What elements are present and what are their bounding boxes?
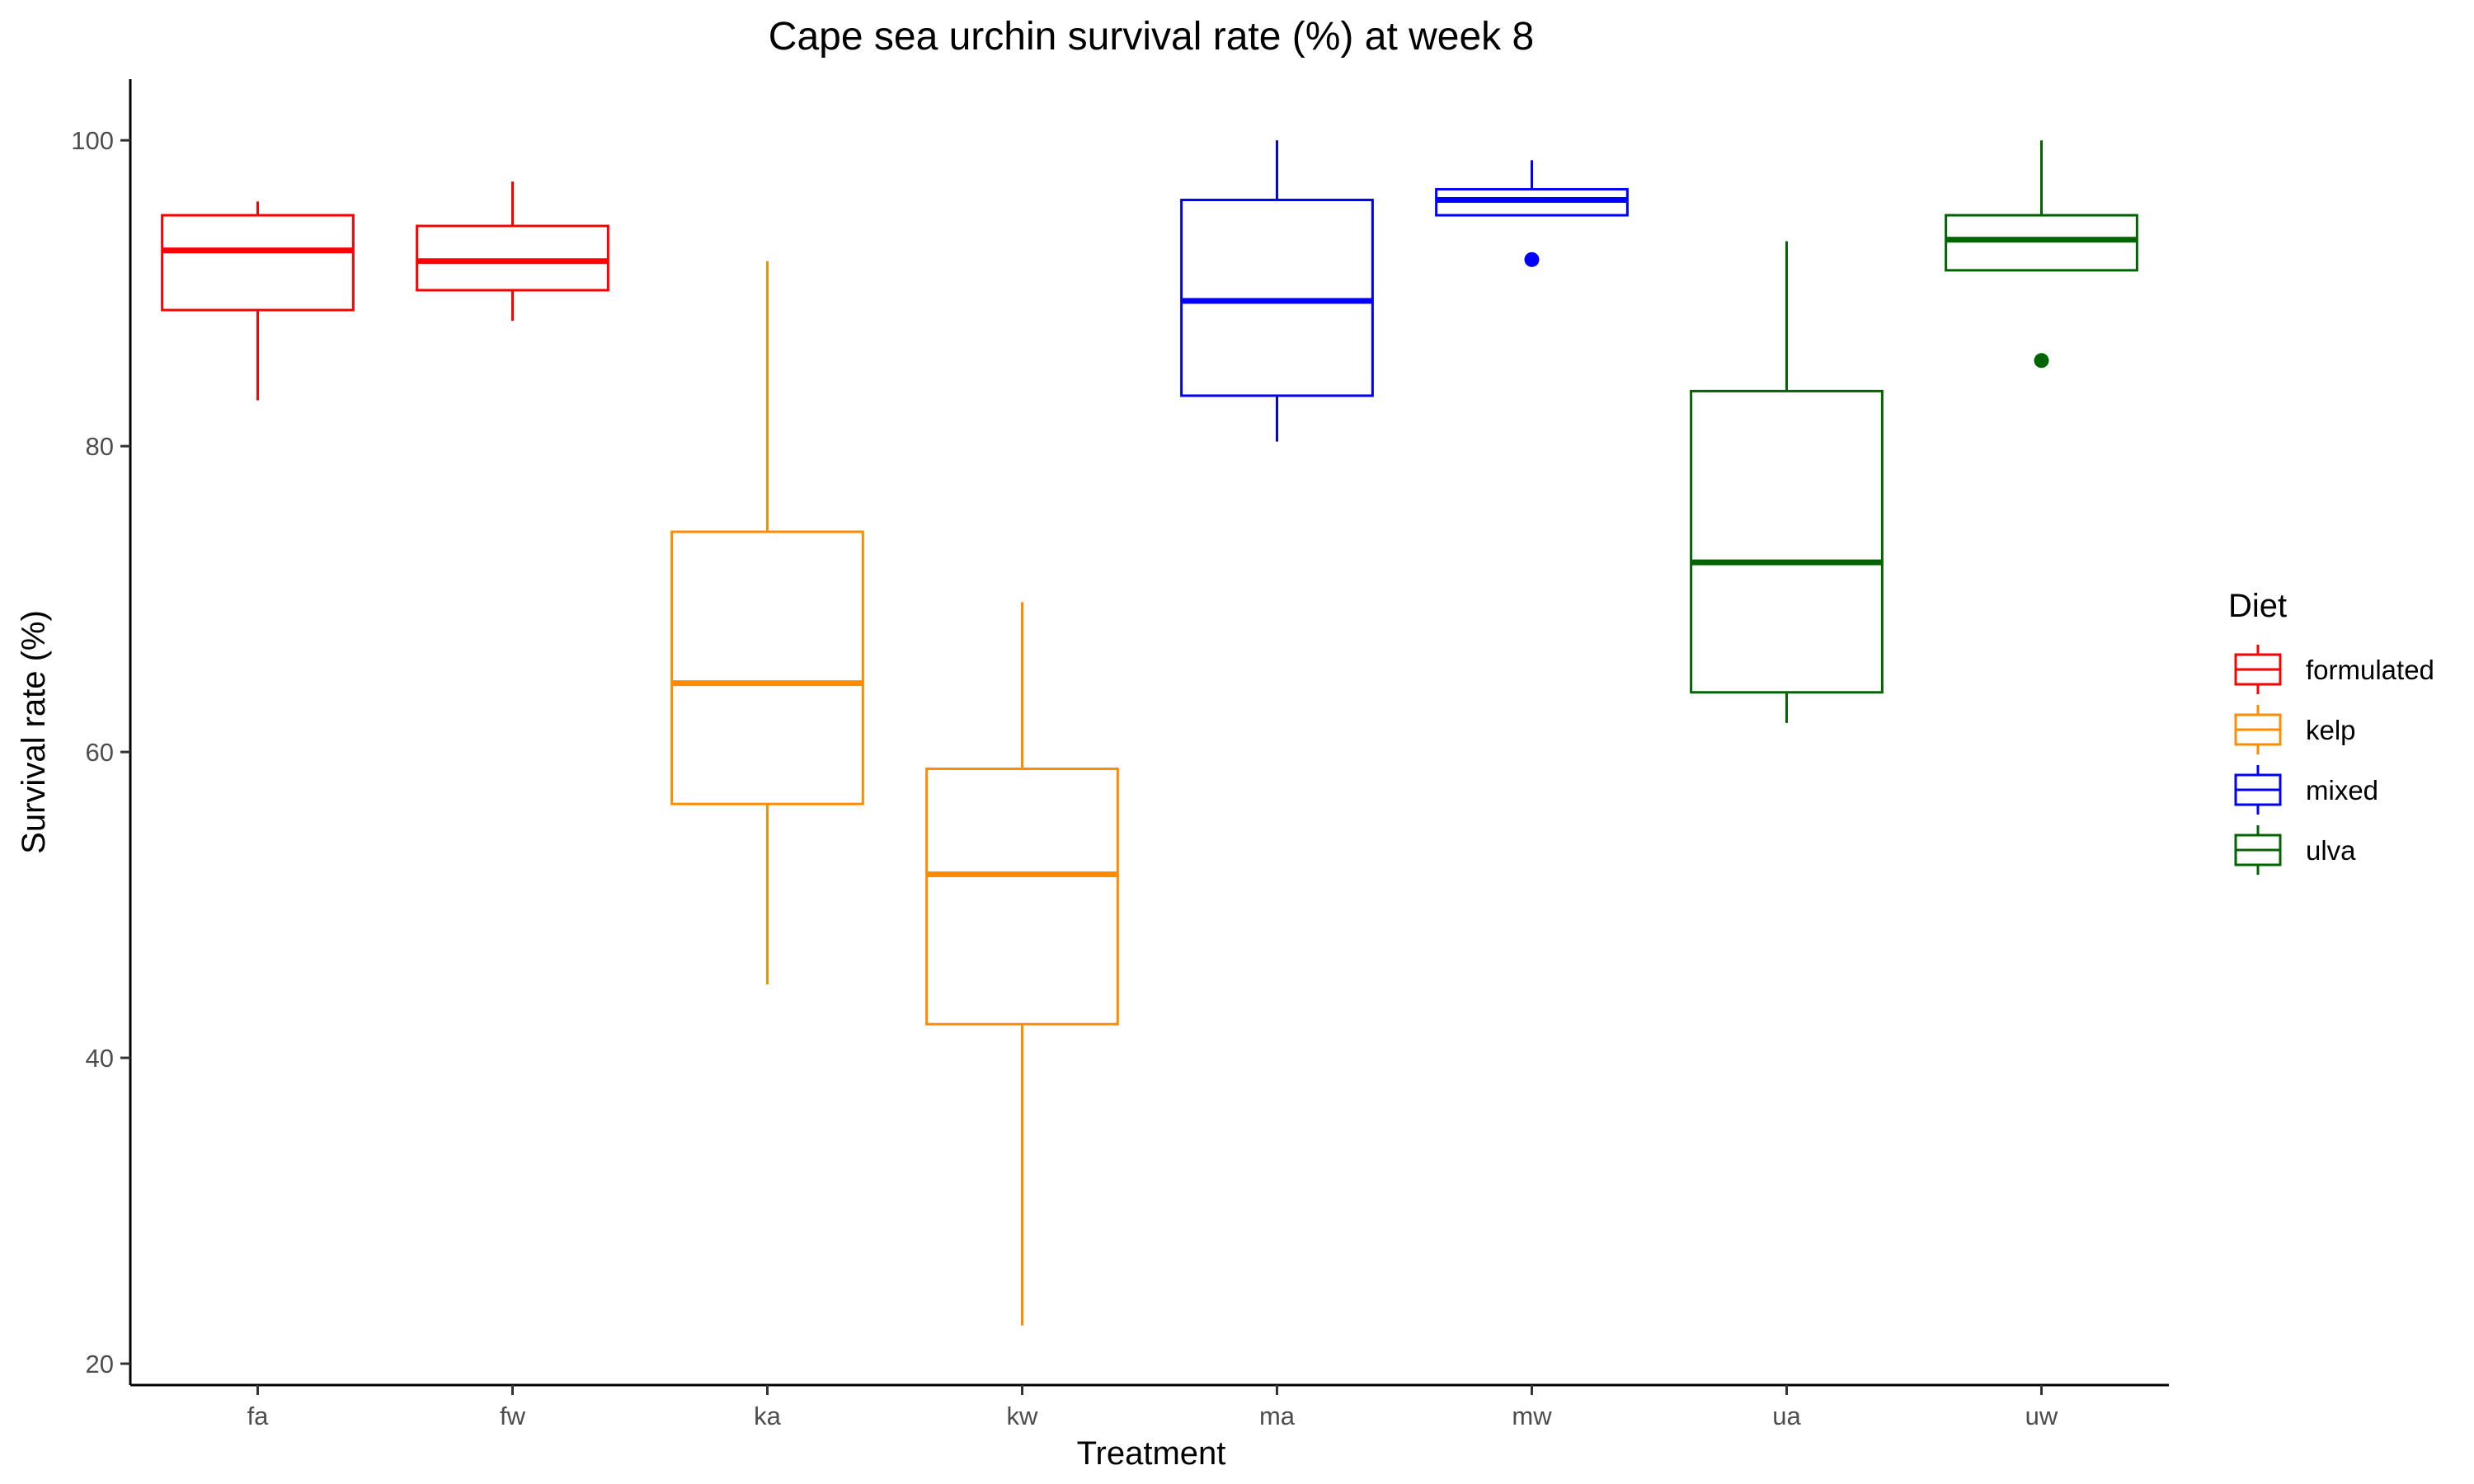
x-tick-label: kw bbox=[1007, 1402, 1039, 1430]
box-ka bbox=[670, 261, 864, 985]
legend-item-kelp: kelp bbox=[2234, 705, 2356, 754]
box-iqr bbox=[1945, 214, 2138, 272]
plot-area: 20 40 60 80 100 fa fw ka kw ma mw ua uw bbox=[71, 79, 2169, 1430]
box-kw bbox=[925, 602, 1119, 1326]
x-tick-label: ka bbox=[754, 1402, 782, 1430]
box-fa bbox=[161, 201, 355, 401]
box-iqr bbox=[416, 224, 609, 292]
y-tick-label: 60 bbox=[86, 738, 114, 767]
x-tick-label: fa bbox=[247, 1402, 270, 1430]
legend-label: kelp bbox=[2306, 715, 2356, 745]
box-iqr bbox=[1690, 389, 1884, 694]
y-tick-label: 40 bbox=[86, 1044, 114, 1073]
x-tick-label: ma bbox=[1259, 1402, 1296, 1430]
outlier-point bbox=[2034, 353, 2049, 369]
legend-item-mixed: mixed bbox=[2234, 765, 2378, 815]
legend: Diet formulated kelp mixed ulva bbox=[2228, 588, 2434, 875]
y-tick-label: 80 bbox=[86, 432, 114, 461]
x-tick-label: mw bbox=[1512, 1402, 1552, 1430]
legend-label: mixed bbox=[2306, 775, 2378, 805]
x-tick-label: fw bbox=[500, 1402, 526, 1430]
box-iqr bbox=[925, 768, 1119, 1026]
box-iqr bbox=[161, 214, 355, 312]
box-iqr bbox=[1180, 199, 1374, 397]
box-mw bbox=[1435, 160, 1629, 267]
legend-label: formulated bbox=[2306, 655, 2434, 685]
x-tick-label: ua bbox=[1772, 1402, 1801, 1430]
box-ma bbox=[1180, 140, 1374, 442]
x-tick-label: uw bbox=[2025, 1402, 2058, 1430]
box-iqr bbox=[670, 530, 864, 805]
box-uw bbox=[1945, 140, 2138, 369]
box-ua bbox=[1690, 241, 1884, 723]
chart-title: Cape sea urchin survival rate (%) at wee… bbox=[769, 15, 1534, 59]
y-axis-label: Survival rate (%) bbox=[16, 610, 52, 854]
legend-label: ulva bbox=[2306, 835, 2356, 866]
box-fw bbox=[416, 181, 609, 322]
outlier-point bbox=[1524, 251, 1540, 267]
y-tick-label: 100 bbox=[71, 126, 114, 155]
legend-item-ulva: ulva bbox=[2234, 825, 2356, 875]
y-tick-label: 20 bbox=[86, 1350, 114, 1378]
legend-item-formulated: formulated bbox=[2234, 645, 2434, 694]
legend-title: Diet bbox=[2228, 588, 2287, 624]
x-axis-label: Treatment bbox=[1077, 1435, 1226, 1472]
